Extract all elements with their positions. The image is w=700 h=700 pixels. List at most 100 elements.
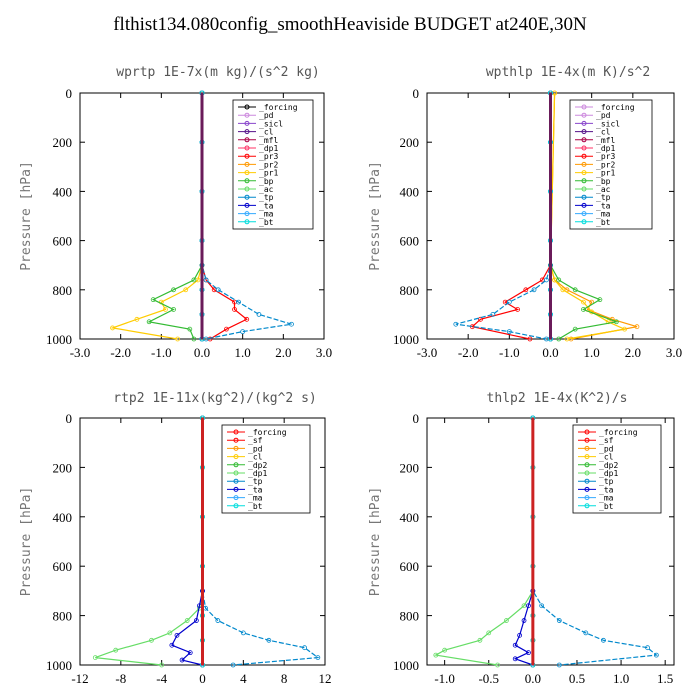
data-point_ta xyxy=(526,603,531,609)
x-tick-label: 0 xyxy=(199,671,206,686)
data-point_bp xyxy=(150,297,156,303)
legend-label: _pd xyxy=(259,111,274,120)
data-point_bp xyxy=(187,326,193,332)
legend-label: _dp2 xyxy=(248,461,267,470)
panel-title: wpthlp 1E-4x(m K)/s^2 xyxy=(486,65,650,80)
plot-frame xyxy=(426,417,675,666)
y-axis-label: Pressure [hPa] xyxy=(368,487,383,597)
y-tick-label: 600 xyxy=(53,559,73,574)
x-tick-label: 2.0 xyxy=(275,345,291,360)
data-point_pr1 xyxy=(183,287,189,293)
panel-title: rtp2 1E-11x(kg^2)/(kg^2 s) xyxy=(113,391,317,406)
data-point_tp xyxy=(302,645,307,651)
legend-marker xyxy=(233,429,239,435)
legend-box xyxy=(572,424,662,514)
legend-marker xyxy=(244,170,250,176)
data-point_tp xyxy=(236,299,242,305)
x-tick-label: -3.0 xyxy=(70,345,91,360)
legend-marker xyxy=(244,161,250,167)
legend-marker xyxy=(581,112,587,118)
legend-marker xyxy=(233,445,239,451)
data-point_dp1 xyxy=(433,652,439,658)
data-point_dp1 xyxy=(521,603,527,609)
data-point_tp xyxy=(240,329,246,335)
y-axis-label: Pressure [hPa] xyxy=(19,487,34,597)
legend-label: _bp xyxy=(259,177,274,186)
legend-marker xyxy=(581,186,587,192)
legend-marker xyxy=(244,145,250,151)
legend-label: _pr2 xyxy=(596,160,615,169)
y-tick-label: 200 xyxy=(53,460,73,475)
data-point_pr1 xyxy=(581,299,586,305)
data-point_dp1 xyxy=(167,630,173,636)
y-tick-label: 800 xyxy=(53,283,73,298)
y-tick-label: 1000 xyxy=(46,658,72,673)
legend-label: _ta xyxy=(259,201,274,210)
legend-marker xyxy=(581,211,587,217)
x-tick-label: -2.0 xyxy=(458,345,479,360)
x-tick-label: 0.0 xyxy=(542,345,558,360)
x-tick-label: -4 xyxy=(156,671,167,686)
legend-marker xyxy=(581,104,587,110)
data-point_pr3 xyxy=(223,326,229,332)
data-point_bp xyxy=(146,319,152,325)
data-point_bp xyxy=(191,336,197,342)
legend-label: _bt xyxy=(596,218,611,227)
legend-marker xyxy=(581,202,587,208)
x-tick-label: -3.0 xyxy=(417,345,438,360)
legend-marker xyxy=(581,137,587,143)
y-tick-label: 1000 xyxy=(393,332,419,347)
legend-label: _bt xyxy=(259,218,274,227)
legend-label: _pr3 xyxy=(259,152,278,161)
legend-marker xyxy=(244,104,250,110)
data-point_ta xyxy=(512,656,518,662)
data-point_dp1 xyxy=(495,662,500,668)
panel-3: rtp2 1E-11x(kg^2)/(kg^2 s) Pressure [hPa]… xyxy=(19,391,332,686)
data-point_tp xyxy=(315,655,321,660)
legend-marker xyxy=(244,211,250,217)
data-point_bp xyxy=(613,319,619,325)
data-point_bp xyxy=(191,277,197,283)
panel-4: thlp2 1E-4x(K^2)/s Pressure [hPa] 0 200 400 6… xyxy=(368,391,675,686)
data-point_bp xyxy=(171,307,176,312)
x-tick-label: 0.0 xyxy=(194,345,210,360)
x-tick-label: -2.0 xyxy=(110,345,131,360)
y-tick-label: 0 xyxy=(413,411,420,426)
legend-marker xyxy=(244,219,250,225)
data-point_tp xyxy=(556,662,562,668)
legend-marker xyxy=(584,462,590,468)
data-point_dp1 xyxy=(477,637,483,643)
x-tick-label: 12 xyxy=(319,671,332,686)
data-point_pr1 xyxy=(560,287,566,293)
y-tick-label: 400 xyxy=(400,184,420,199)
legend-label: _bp xyxy=(596,177,611,186)
legend-label: _ma xyxy=(259,210,274,219)
legend-marker xyxy=(581,170,587,176)
y-tick-label: 800 xyxy=(400,609,420,624)
legend-label: _cl xyxy=(259,128,274,137)
legend-label: _dp1 xyxy=(596,144,615,153)
y-tick-label: 800 xyxy=(400,283,420,298)
data-point_bp xyxy=(556,277,562,283)
data-point_tp xyxy=(583,630,589,636)
legend-marker xyxy=(233,437,239,443)
legend-label: _forcing xyxy=(248,428,287,437)
legend-label: _sicl xyxy=(596,119,620,128)
legend-label: _forcing xyxy=(596,103,635,112)
legend-marker xyxy=(584,454,590,460)
legend-marker xyxy=(584,470,590,476)
data-point_pr3 xyxy=(232,307,237,312)
legend-label: _forcing xyxy=(599,428,638,437)
data-point_bp xyxy=(597,297,603,303)
data-point_pr1 xyxy=(564,336,570,342)
y-tick-label: 200 xyxy=(400,135,420,150)
data-point_tp xyxy=(215,287,221,293)
x-tick-label: -1.0 xyxy=(499,345,520,360)
x-tick-label: 2.0 xyxy=(625,345,641,360)
legend-label: _sicl xyxy=(259,119,283,128)
data-point_tp xyxy=(506,299,512,305)
x-tick-label: 1.0 xyxy=(584,345,600,360)
legend-label: _tp xyxy=(248,477,263,486)
data-point_ta xyxy=(512,642,518,648)
y-tick-label: 200 xyxy=(53,135,73,150)
